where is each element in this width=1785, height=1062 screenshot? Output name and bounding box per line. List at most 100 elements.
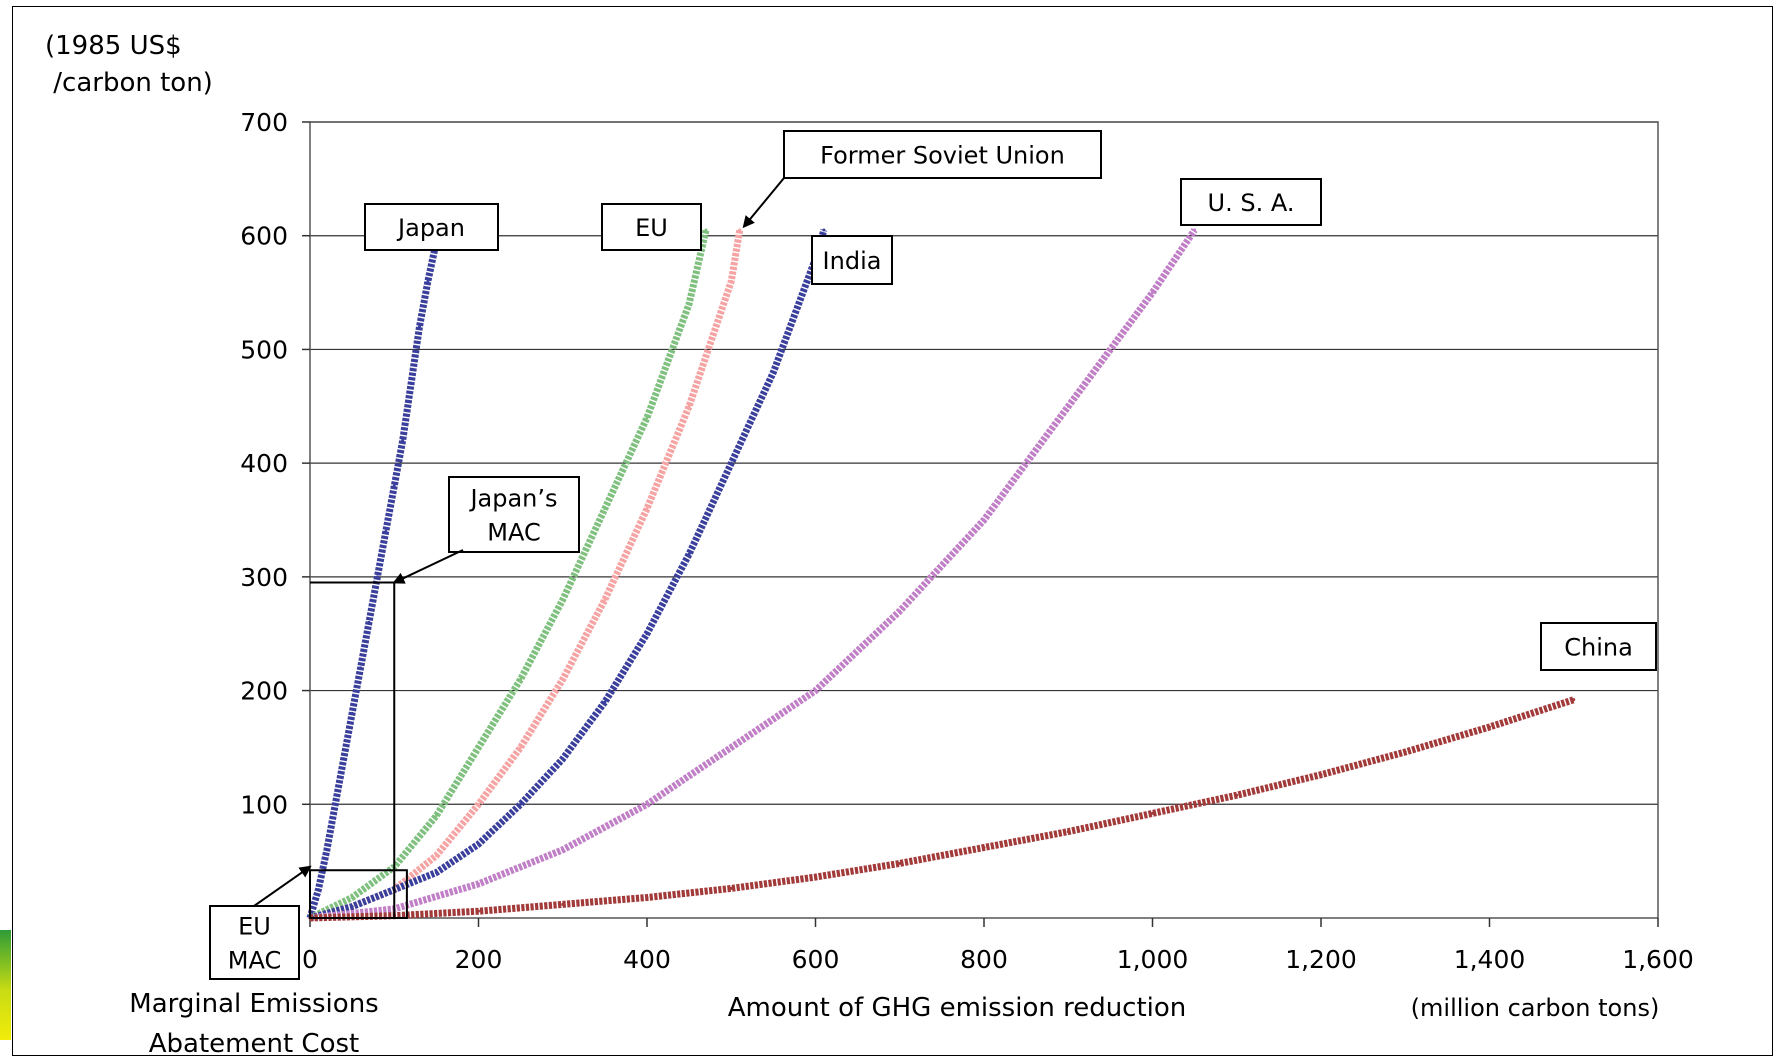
point-japan <box>350 711 354 715</box>
x-tick-label: 1,000 <box>1117 945 1189 974</box>
callout-box-china <box>1540 622 1657 671</box>
point-india <box>519 802 523 806</box>
point-eu <box>704 228 708 232</box>
point-china <box>1403 750 1407 754</box>
point-india <box>350 905 354 909</box>
point-eu <box>687 302 691 306</box>
series-line-china <box>309 696 1575 922</box>
callout-box-eu <box>601 203 702 251</box>
callout-text-japan-mac: MAC <box>487 519 540 547</box>
callout-arrow-japan-mac <box>392 549 464 584</box>
point-japan <box>325 848 329 852</box>
series-line-u-s-a <box>309 228 1198 922</box>
point-former-soviet-union <box>477 802 480 806</box>
point-japan <box>409 382 413 386</box>
callout-text-japan: Japan <box>396 214 465 242</box>
callout-text-eu-mac: EU <box>238 913 271 941</box>
series-line-india <box>309 229 828 922</box>
point-japan <box>401 438 405 442</box>
point-former-soviet-union <box>519 745 523 749</box>
point-japan <box>342 757 346 761</box>
point-china <box>1151 811 1154 815</box>
x-tick-label: 1,600 <box>1622 945 1694 974</box>
x-tick-label: 200 <box>455 945 503 974</box>
point-u-s-a <box>814 689 817 693</box>
point-u-s-a <box>729 745 733 749</box>
point-japan <box>367 620 371 624</box>
callout-boxes: Japan EU Former Soviet Union India U. S. A. C… <box>209 130 1657 980</box>
point-japan <box>426 279 430 283</box>
point-eu <box>434 814 438 818</box>
x-tick-label: 600 <box>792 945 840 974</box>
callout-arrow-eu-mac <box>253 865 312 907</box>
point-eu <box>645 416 649 420</box>
callout-text-india: India <box>823 247 882 275</box>
point-eu <box>561 598 565 602</box>
point-former-soviet-union <box>729 279 733 283</box>
point-india <box>603 700 607 704</box>
callout-fsu: Former Soviet Union <box>742 130 1102 229</box>
point-china <box>729 886 733 890</box>
callout-usa: U. S. A. <box>1180 178 1322 226</box>
y-axis: 100 200 300 400 500 600 700 <box>240 108 310 819</box>
x-axis-unit: (million carbon tons) <box>1411 994 1660 1022</box>
point-u-s-a <box>982 518 986 522</box>
point-u-s-a <box>1193 228 1197 232</box>
point-japan <box>316 888 320 892</box>
point-u-s-a <box>477 882 480 886</box>
y-tick-label: 100 <box>240 790 288 819</box>
point-india <box>477 842 480 846</box>
point-japan <box>333 802 337 806</box>
point-u-s-a <box>645 802 649 806</box>
point-india <box>645 632 649 636</box>
point-eu <box>603 507 607 511</box>
series-line-japan <box>306 240 440 919</box>
point-china <box>645 896 649 900</box>
y-tick-label: 200 <box>240 677 288 706</box>
callout-eu-mac: EU MAC <box>209 865 312 980</box>
chart-frame <box>12 6 1773 1056</box>
callout-india: India <box>811 235 893 285</box>
point-china <box>477 909 480 913</box>
point-china <box>814 875 817 879</box>
point-india <box>729 461 733 465</box>
callout-box-eu-mac <box>209 905 300 980</box>
y-axis-unit-line-1: (1985 US$ <box>45 31 182 61</box>
point-former-soviet-union <box>603 598 607 602</box>
x-tick-label: 1,400 <box>1454 945 1526 974</box>
point-former-soviet-union <box>645 507 649 511</box>
series-line-former-soviet-union <box>309 229 744 922</box>
point-china <box>1572 698 1576 702</box>
callout-arrow-fsu <box>742 177 785 229</box>
point-india <box>434 871 438 875</box>
y-tick-label: 700 <box>240 108 288 137</box>
callout-text-usa: U. S. A. <box>1208 189 1295 217</box>
point-japan <box>418 325 422 329</box>
point-u-s-a <box>1066 404 1070 408</box>
callout-text-china: China <box>1564 634 1633 662</box>
callout-box-india <box>811 235 893 285</box>
point-india <box>687 552 691 556</box>
y-tick-label: 500 <box>240 335 288 364</box>
x-axis: 0 200 400 600 800 1,000 1,200 1,400 1,600 <box>302 918 1694 974</box>
point-former-soviet-union <box>687 404 691 408</box>
point-china <box>1319 773 1323 777</box>
point-japan <box>359 666 363 670</box>
footer-caption-line-2: Abatement Cost <box>149 1029 359 1059</box>
x-tick-label: 0 <box>302 945 318 974</box>
point-china <box>898 861 902 865</box>
point-china <box>1066 830 1070 834</box>
point-china <box>1488 725 1491 729</box>
point-china <box>561 902 565 906</box>
point-india <box>561 757 565 761</box>
point-eu <box>519 677 523 681</box>
callout-china: China <box>1540 622 1657 671</box>
x-tick-label: 1,200 <box>1285 945 1357 974</box>
y-tick-label: 300 <box>240 563 288 592</box>
callout-box-japan-mac <box>448 476 580 553</box>
footer-caption-line-1: Marginal Emissions <box>129 989 378 1019</box>
point-eu <box>350 896 354 900</box>
grid-lines <box>310 121 1658 805</box>
x-tick-label: 400 <box>623 945 671 974</box>
point-india <box>822 228 826 232</box>
